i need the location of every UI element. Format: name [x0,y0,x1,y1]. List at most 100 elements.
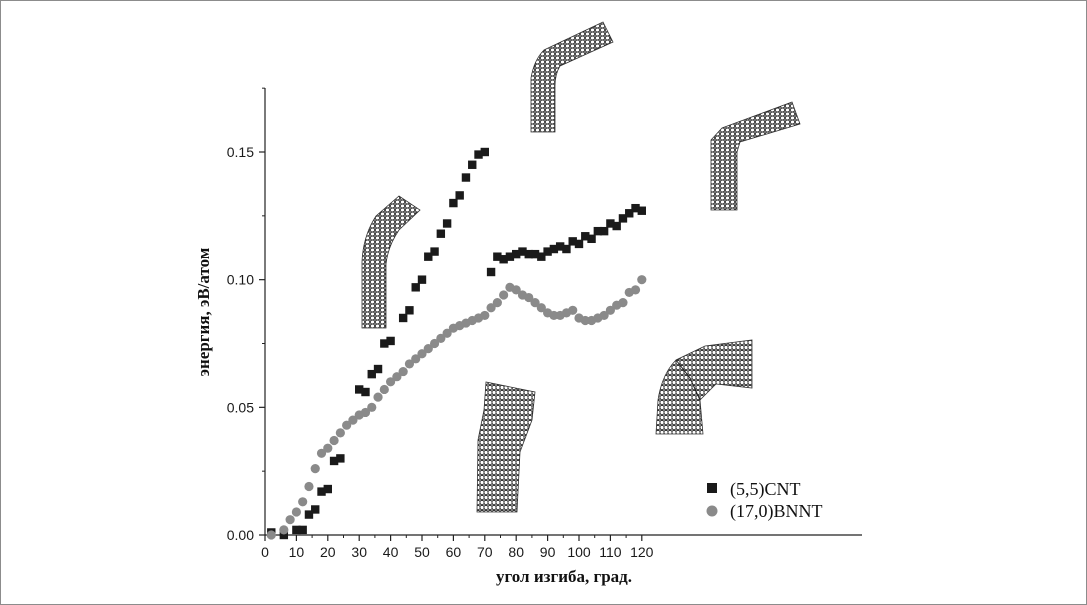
bnnt-point [348,415,358,425]
cnt-point [405,306,414,315]
cnt-point [562,244,571,254]
cnt-point [486,267,496,277]
bnnt-point [323,443,333,453]
cnt-point [461,173,471,182]
bnnt-point [285,515,295,525]
bnnt-point [360,407,371,418]
cnt-point [537,252,546,261]
cnt-point [468,160,477,169]
cnt-point [530,249,540,259]
bnnt-point [442,328,452,338]
cnt-point [555,242,565,251]
x-axis-ticks: 0 10 20 30 40 50 60 70 80 90 100 110 120 [261,535,654,560]
nanotube-inset-5 [655,339,753,435]
bnnt-point [316,448,327,458]
bnnt-point [335,428,345,438]
legend-marker-cnt [707,483,717,493]
nanotube-inset-2 [530,21,614,133]
cnt-point [355,385,364,394]
bnnt-point [417,349,427,359]
cnt-point [373,364,383,374]
bnnt-point [392,372,402,382]
y-tick-label: 0.05 [227,399,254,415]
y-tick-label: 0.10 [227,272,254,288]
y-tick-label: 0.00 [227,527,254,543]
cnt-point [606,219,615,228]
cnt-point [417,275,427,284]
legend-label-bnnt: (17,0)BNNT [730,501,823,522]
bnnt-point [298,497,308,507]
y-axis-title: энергия, эВ/атом [194,247,213,376]
bnnt-point [486,303,496,313]
bnnt-point [530,298,540,308]
cnt-point [637,206,646,215]
legend-label-cnt: (5,5)CNT [730,479,801,500]
bnnt-point [499,290,509,300]
x-tick-label: 10 [289,544,305,560]
bnnt-point [536,303,546,313]
cnt-point [599,226,609,236]
bnnt-point [310,464,320,474]
x-tick-label: 50 [414,544,430,560]
cnt-point [493,252,502,261]
x-tick-label: 100 [567,544,591,560]
cnt-point [317,487,326,496]
nanotube-inset-4 [476,381,536,513]
bnnt-point [480,310,490,321]
cnt-point [625,209,634,218]
cnt-point [574,239,584,249]
x-tick-label: 120 [630,544,654,560]
cnt-point [411,283,420,292]
cnt-point [631,203,640,213]
bnnt-point [266,530,276,540]
x-tick-label: 90 [540,544,556,560]
cnt-point [524,249,533,259]
bnnt-point [511,285,521,295]
bnnt-point [373,392,383,402]
cnt-point [292,525,301,535]
series-cnt-points [267,147,646,540]
cnt-point [398,313,408,323]
y-tick-label: 0.15 [227,144,254,160]
cnt-point [593,226,603,236]
bnnt-point [367,402,377,412]
cnt-point [336,454,345,463]
cnt-point [449,198,458,208]
x-axis-title: угол изгиба, град. [496,567,632,586]
bnnt-point [605,305,616,315]
cnt-point [499,255,508,264]
x-tick-label: 40 [383,544,399,560]
bnnt-point [492,298,502,308]
cnt-point [380,339,389,348]
cnt-point [323,484,332,494]
bnnt-point [630,285,641,295]
cnt-point [543,247,552,256]
legend-marker-bnnt [706,505,718,517]
cnt-point [581,232,590,241]
bnnt-point [304,481,314,492]
bnnt-point [436,333,446,343]
cnt-point [436,229,446,238]
cnt-point [612,221,621,231]
bnnt-point [637,275,647,285]
cnt-point [618,214,628,223]
bnnt-point [329,435,339,446]
cnt-point [304,510,314,519]
cnt-point [587,234,596,244]
cnt-point [442,219,452,228]
x-tick-label: 110 [599,544,622,560]
bnnt-point [291,507,301,517]
cnt-point [568,237,577,246]
nanotube-inset-1 [361,195,421,329]
cnt-point [386,336,395,346]
cnt-point [549,244,559,254]
bnnt-point [568,305,578,315]
bnnt-point [411,354,421,364]
cnt-point [512,249,521,259]
x-tick-label: 70 [477,544,493,560]
cnt-point [518,247,527,256]
y-axis-ticks: 0.00 0.05 0.10 0.15 [227,87,265,543]
cnt-point [480,147,489,157]
series-bnnt-points [266,275,647,540]
